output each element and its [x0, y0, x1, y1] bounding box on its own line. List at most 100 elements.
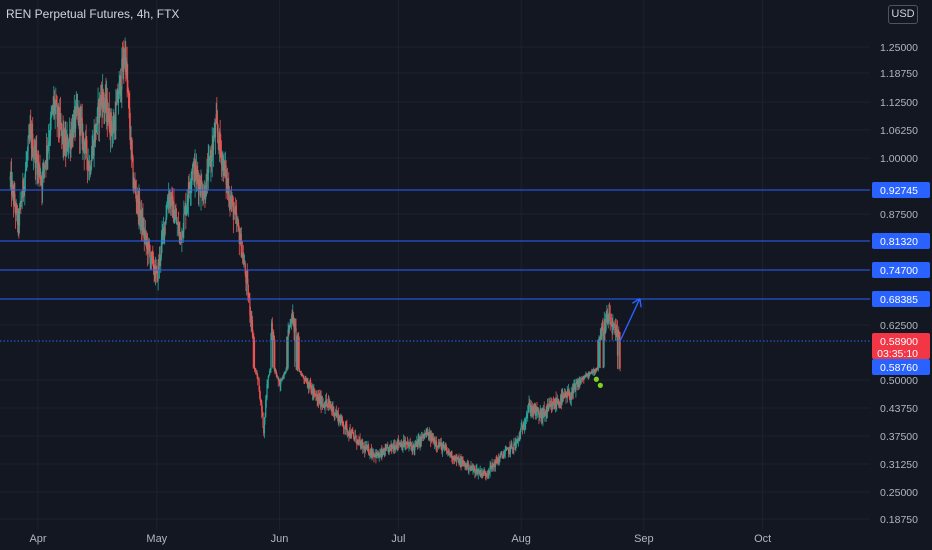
candle — [436, 436, 438, 453]
candle — [90, 145, 93, 171]
candle — [482, 470, 485, 476]
candle — [216, 96, 218, 124]
candle — [595, 367, 597, 374]
candle — [110, 108, 112, 153]
candle — [569, 391, 571, 403]
candle — [530, 404, 532, 419]
time-axis[interactable]: Apr May Jun Jul Aug Sep Oct — [29, 533, 771, 545]
level-price-tag[interactable]: 0.58760 — [872, 359, 930, 375]
price-axis[interactable]: 1.25000 1.18750 1.12500 1.06250 1.00000 0.875… — [870, 0, 932, 550]
candle — [521, 419, 523, 427]
candle — [389, 445, 392, 452]
candle — [48, 129, 50, 160]
candle — [542, 407, 544, 427]
candle — [77, 106, 79, 126]
candle — [222, 154, 225, 182]
candle — [269, 367, 271, 373]
candle — [75, 91, 77, 117]
candle — [222, 150, 224, 171]
candle — [403, 434, 405, 448]
candle — [372, 448, 374, 459]
candle — [300, 370, 302, 376]
candle — [92, 129, 94, 159]
candle — [24, 161, 27, 192]
candle — [332, 401, 334, 413]
candle — [472, 464, 474, 475]
candle — [74, 106, 76, 141]
price-tick-label: 0.37500 — [880, 431, 918, 443]
candle — [609, 304, 611, 331]
candle — [509, 441, 511, 455]
price-tick-label: 1.18750 — [880, 68, 918, 80]
candle — [385, 443, 388, 452]
candle — [458, 453, 460, 467]
candle — [231, 192, 233, 212]
candle — [259, 385, 261, 400]
candle — [335, 408, 337, 417]
level-price-tag[interactable]: 0.68385 — [872, 291, 930, 307]
candle — [523, 420, 525, 430]
candle — [35, 136, 37, 185]
candle — [130, 125, 132, 160]
candle — [78, 100, 80, 129]
candle — [566, 391, 568, 399]
candle — [283, 371, 285, 380]
candle — [245, 269, 247, 291]
candle — [137, 187, 139, 215]
candle — [492, 463, 494, 472]
candle — [104, 84, 106, 114]
candle — [412, 440, 414, 454]
candle — [311, 384, 314, 401]
horizontal-levels[interactable] — [0, 189, 870, 300]
candle — [348, 433, 350, 442]
candle — [203, 183, 205, 205]
candle — [240, 226, 242, 258]
candle — [554, 397, 557, 413]
candle — [594, 368, 596, 375]
candle — [492, 462, 494, 472]
level-price-tag[interactable]: 0.81320 — [872, 233, 930, 249]
candle — [407, 441, 409, 448]
candle — [284, 371, 286, 375]
candle — [17, 208, 19, 236]
chart-overlays[interactable] — [0, 297, 870, 388]
price-tick-label: 1.00000 — [880, 153, 918, 165]
candle — [550, 396, 552, 410]
candle — [499, 453, 501, 463]
candle — [469, 465, 471, 472]
candle — [45, 133, 48, 171]
candle — [118, 71, 120, 99]
candle — [13, 180, 15, 207]
candle — [383, 447, 386, 458]
candle — [315, 389, 317, 401]
candle — [319, 389, 321, 406]
candle — [535, 403, 537, 420]
candle — [484, 471, 487, 480]
currency-button[interactable]: USD — [888, 5, 918, 24]
time-tick-label: Jun — [271, 533, 289, 545]
candle — [207, 152, 209, 194]
candle — [556, 394, 559, 405]
level-price-tag[interactable]: 0.74700 — [872, 262, 930, 278]
candle — [385, 443, 387, 452]
candle — [275, 368, 277, 373]
candle — [55, 94, 58, 105]
candle — [496, 454, 498, 464]
candle — [490, 465, 493, 472]
candle — [347, 430, 349, 436]
candle — [447, 451, 449, 457]
candle — [125, 57, 128, 79]
candle — [207, 143, 209, 191]
candle — [38, 163, 40, 178]
candle — [546, 398, 549, 418]
projection-arrow[interactable] — [619, 298, 641, 342]
candle — [71, 113, 73, 148]
candle — [486, 473, 488, 478]
candle — [36, 153, 38, 184]
candle — [464, 461, 466, 471]
candle — [247, 269, 249, 301]
level-price-tag[interactable]: 0.92745 — [872, 182, 930, 198]
candle — [420, 433, 422, 448]
